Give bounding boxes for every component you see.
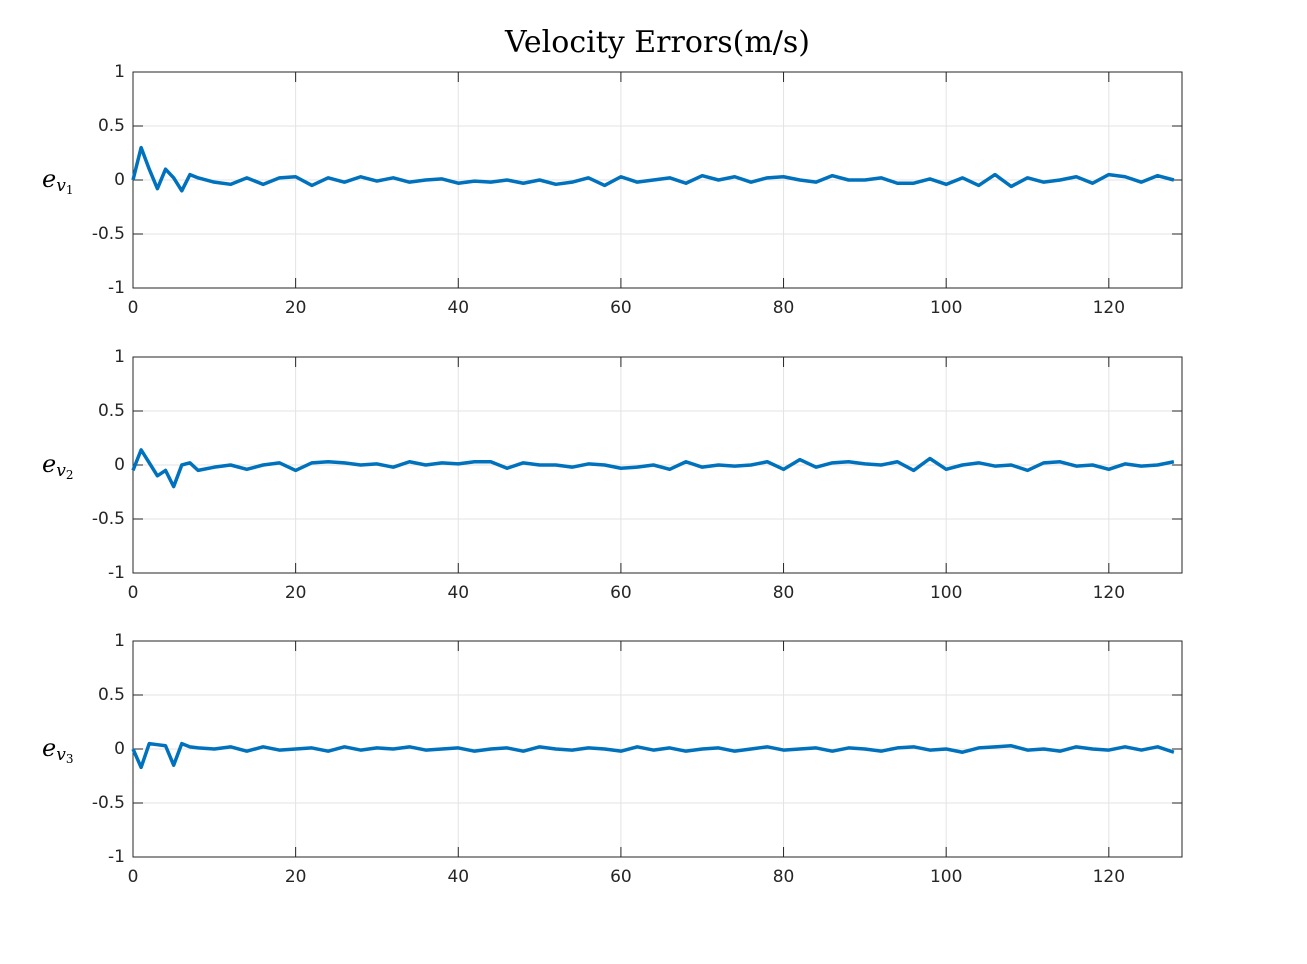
y-axis-label: ev2: [42, 450, 73, 482]
y-label-subscript: v: [56, 461, 66, 481]
y-tick-label: 0: [114, 739, 125, 759]
data-line: [131, 448, 1175, 489]
y-tick-label: 0.5: [98, 116, 125, 136]
x-tick-label: 60: [610, 583, 632, 603]
y-label-subscript: v: [56, 745, 66, 765]
x-tick-label: 0: [128, 583, 139, 603]
x-tick-label: 60: [610, 298, 632, 318]
x-tick-label: 80: [773, 583, 795, 603]
y-axis-label: ev1: [42, 165, 73, 197]
y-tick-label: -1: [108, 278, 125, 298]
y-tick-label: 0.5: [98, 401, 125, 421]
y-tick-label: 0: [114, 170, 125, 190]
x-tick-label: 80: [773, 298, 795, 318]
y-label-base: e: [42, 165, 56, 193]
y-axis-label: ev3: [42, 734, 73, 766]
x-tick-label: 100: [930, 867, 962, 887]
x-tick-label: 0: [128, 298, 139, 318]
y-label-subscript2: 3: [66, 752, 74, 766]
y-label-base: e: [42, 450, 56, 478]
y-tick-label: 1: [114, 62, 125, 82]
x-tick-label: 80: [773, 867, 795, 887]
y-tick-label: -0.5: [92, 509, 125, 529]
x-tick-label: 100: [930, 298, 962, 318]
y-label-subscript2: 2: [66, 468, 74, 482]
y-tick-label: 0: [114, 455, 125, 475]
chart-title: Velocity Errors(m/s): [504, 25, 810, 60]
x-tick-label: 40: [447, 867, 469, 887]
data-line: [131, 741, 1175, 770]
y-tick-label: 1: [114, 347, 125, 367]
y-tick-label: 1: [114, 631, 125, 651]
x-tick-label: 120: [1093, 583, 1125, 603]
x-tick-label: 120: [1093, 298, 1125, 318]
y-label-subscript: v: [56, 176, 66, 196]
x-tick-label: 0: [128, 867, 139, 887]
x-tick-label: 20: [285, 583, 307, 603]
data-line: [131, 145, 1175, 193]
x-tick-label: 120: [1093, 867, 1125, 887]
y-tick-label: -1: [108, 847, 125, 867]
x-tick-label: 100: [930, 583, 962, 603]
y-label-base: e: [42, 734, 56, 762]
axes-box: [132, 356, 1183, 574]
y-tick-label: -1: [108, 563, 125, 583]
y-label-subscript2: 1: [66, 183, 74, 197]
x-tick-label: 20: [285, 867, 307, 887]
y-tick-label: -0.5: [92, 793, 125, 813]
y-tick-label: -0.5: [92, 224, 125, 244]
x-tick-label: 20: [285, 298, 307, 318]
x-tick-label: 40: [447, 583, 469, 603]
x-tick-label: 40: [447, 298, 469, 318]
y-tick-label: 0.5: [98, 685, 125, 705]
x-tick-label: 60: [610, 867, 632, 887]
